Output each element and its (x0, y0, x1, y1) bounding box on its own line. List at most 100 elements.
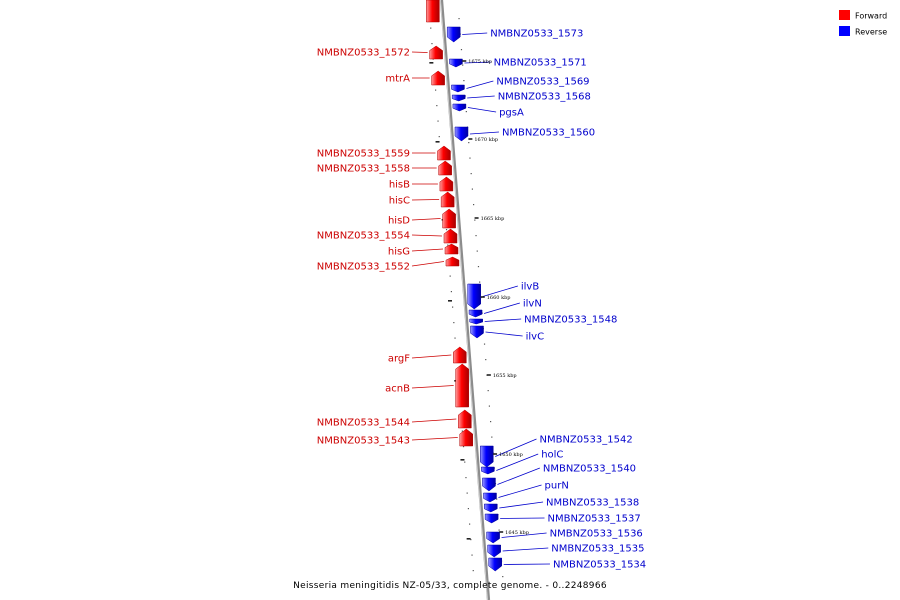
legend-reverse-label: Reverse (855, 28, 887, 37)
forward-gene-label: NMBNZ0533_1559 (317, 149, 410, 160)
reverse-gene-label: ilvC (526, 332, 544, 343)
minor-tick (454, 337, 456, 339)
genome-backbone (439, 0, 491, 600)
minor-tick (475, 235, 477, 237)
reverse-gene-arrow (469, 318, 483, 325)
reverse-gene-label: NMBNZ0533_1548 (524, 315, 617, 326)
kbp-tick (499, 531, 504, 533)
reverse-gene-arrow (484, 503, 498, 513)
reverse-label-connector (497, 467, 540, 485)
minor-tick (468, 142, 470, 144)
forward-gene-arrow (445, 256, 460, 267)
reverse-gene-label: ilvN (523, 299, 542, 310)
minor-tick (476, 250, 478, 252)
minor-tick (465, 111, 467, 113)
minor-tick (460, 49, 463, 51)
minor-tick (496, 498, 498, 500)
reverse-gene-arrow (483, 492, 497, 503)
forward-gene-label: NMBNZ0533_1544 (317, 418, 410, 429)
forward-gene-arrow (444, 243, 459, 255)
reverse-gene-label: NMBNZ0533_1560 (502, 128, 595, 139)
kbp-label: 1655 kbp (493, 373, 517, 379)
forward-gene-arrow (438, 160, 452, 176)
reverse-gene-arrow (467, 283, 481, 310)
forward-label-connector (411, 199, 440, 201)
minor-tick (431, 43, 433, 45)
minor-tick (458, 18, 460, 20)
minor-tick (461, 430, 463, 432)
forward-gene-label: NMBNZ0533_1543 (317, 436, 410, 447)
kbp-label: 1660 kbp (487, 295, 511, 301)
forward-gene-label: NMBNZ0533_1552 (317, 262, 410, 273)
forward-gene-label: argF (388, 354, 410, 365)
reverse-label-connector (503, 563, 550, 565)
minor-tick (445, 229, 448, 231)
legend: Forward Reverse (839, 10, 887, 37)
reverse-gene-arrow (487, 544, 501, 558)
minor-tick (471, 554, 473, 556)
minor-tick (470, 173, 472, 175)
reverse-gene-label: purN (545, 481, 569, 492)
major-tick (435, 141, 440, 143)
minor-tick (453, 322, 455, 324)
forward-gene-arrow (442, 208, 456, 229)
reverse-gene-label: NMBNZ0533_1569 (496, 77, 589, 88)
forward-gene-arrow (429, 45, 443, 60)
major-tick (466, 538, 471, 540)
minor-tick (490, 421, 492, 423)
legend-forward-swatch (839, 10, 850, 20)
minor-tick (462, 64, 464, 66)
major-tick (429, 62, 434, 64)
reverse-label-connector (496, 453, 539, 471)
reverse-gene-label: holC (541, 450, 563, 461)
kbp-tick (486, 374, 491, 376)
reverse-gene-arrow (452, 103, 467, 112)
reverse-gene-label: pgsA (499, 108, 524, 119)
reverse-gene-label: NMBNZ0533_1540 (543, 464, 636, 475)
forward-label-connector (411, 51, 428, 53)
minor-tick (469, 523, 471, 525)
reverse-label-connector (483, 302, 520, 314)
forward-gene-arrow (458, 409, 472, 429)
forward-gene-arrow (440, 191, 455, 208)
minor-tick (488, 405, 490, 407)
reverse-label-connector (467, 107, 497, 113)
reverse-gene-arrow (449, 58, 463, 68)
legend-forward-label: Forward (855, 12, 887, 21)
forward-gene-label: hisB (389, 180, 410, 191)
reverse-label-connector (466, 80, 494, 89)
major-tick (460, 459, 465, 461)
forward-gene-arrow (453, 346, 467, 364)
reverse-label-connector (469, 131, 499, 135)
minor-tick (487, 390, 489, 392)
forward-label-connector (411, 248, 444, 252)
reverse-gene-arrow (488, 557, 502, 572)
minor-tick (491, 436, 493, 438)
minor-tick (479, 281, 481, 283)
forward-gene-arrow (437, 145, 451, 161)
reverse-label-connector (485, 331, 523, 337)
minor-tick (470, 539, 472, 541)
reverse-gene-label: NMBNZ0533_1571 (494, 58, 587, 69)
reverse-label-connector (464, 61, 491, 64)
minor-tick (502, 576, 504, 578)
forward-gene-label: hisC (389, 196, 410, 207)
reverse-gene-label: NMBNZ0533_1534 (553, 560, 646, 571)
gene-features (426, 0, 502, 572)
kbp-label: 1650 kbp (499, 452, 523, 458)
reverse-label-connector (499, 501, 544, 509)
kbp-tick (474, 217, 479, 219)
minor-tick (466, 492, 468, 494)
minor-tick (463, 80, 465, 82)
forward-gene-arrow (443, 228, 458, 244)
minor-tick (464, 461, 466, 463)
forward-label-connector (411, 437, 458, 441)
reverse-label-connector (467, 95, 495, 99)
minor-tick (438, 136, 440, 138)
minor-tick (469, 157, 471, 159)
reverse-gene-arrow (486, 531, 500, 544)
forward-gene-label: hisD (388, 216, 410, 227)
kbp-label: 1665 kbp (481, 216, 505, 222)
forward-label-connector (411, 418, 457, 423)
